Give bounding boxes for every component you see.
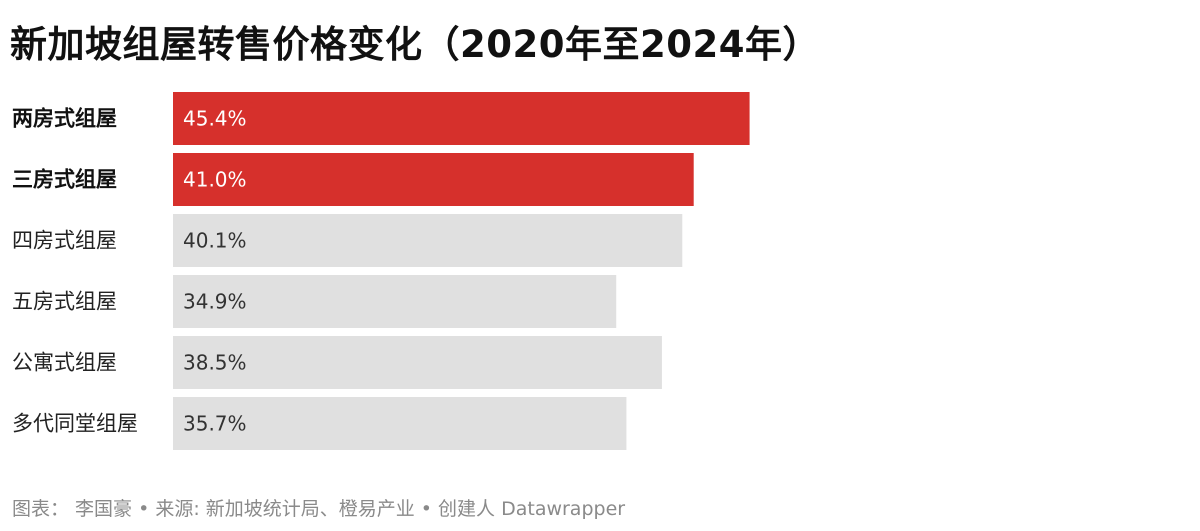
category-label: 公寓式组屋 [12,351,117,375]
value-label: 41.0% [183,168,247,192]
value-label: 34.9% [183,290,247,314]
bar [173,214,683,267]
category-label: 五房式组屋 [12,290,117,314]
value-label: 38.5% [183,351,247,375]
category-label: 三房式组屋 [12,168,117,192]
value-label: 35.7% [183,412,247,436]
bars-layer: 两房式组屋 45.4% 三房式组屋 41.0% 四房式组屋 40.1% 五房式组屋 34.9%… [12,92,750,450]
bar [173,397,627,450]
value-label: 45.4% [183,107,247,131]
category-label: 两房式组屋 [12,107,117,131]
chart-footer: 图表： 李国豪 • 来源: 新加坡统计局、橙易产业 • 创建人 Datawrap… [12,498,626,520]
bar [173,92,750,145]
chart-title: 新加坡组屋转售价格变化（2020年至2024年） [10,23,820,66]
value-label: 40.1% [183,229,247,253]
bar [173,336,662,389]
bar [173,275,617,328]
bar [173,153,694,206]
category-label: 多代同堂组屋 [12,412,138,436]
category-label: 四房式组屋 [12,229,117,253]
